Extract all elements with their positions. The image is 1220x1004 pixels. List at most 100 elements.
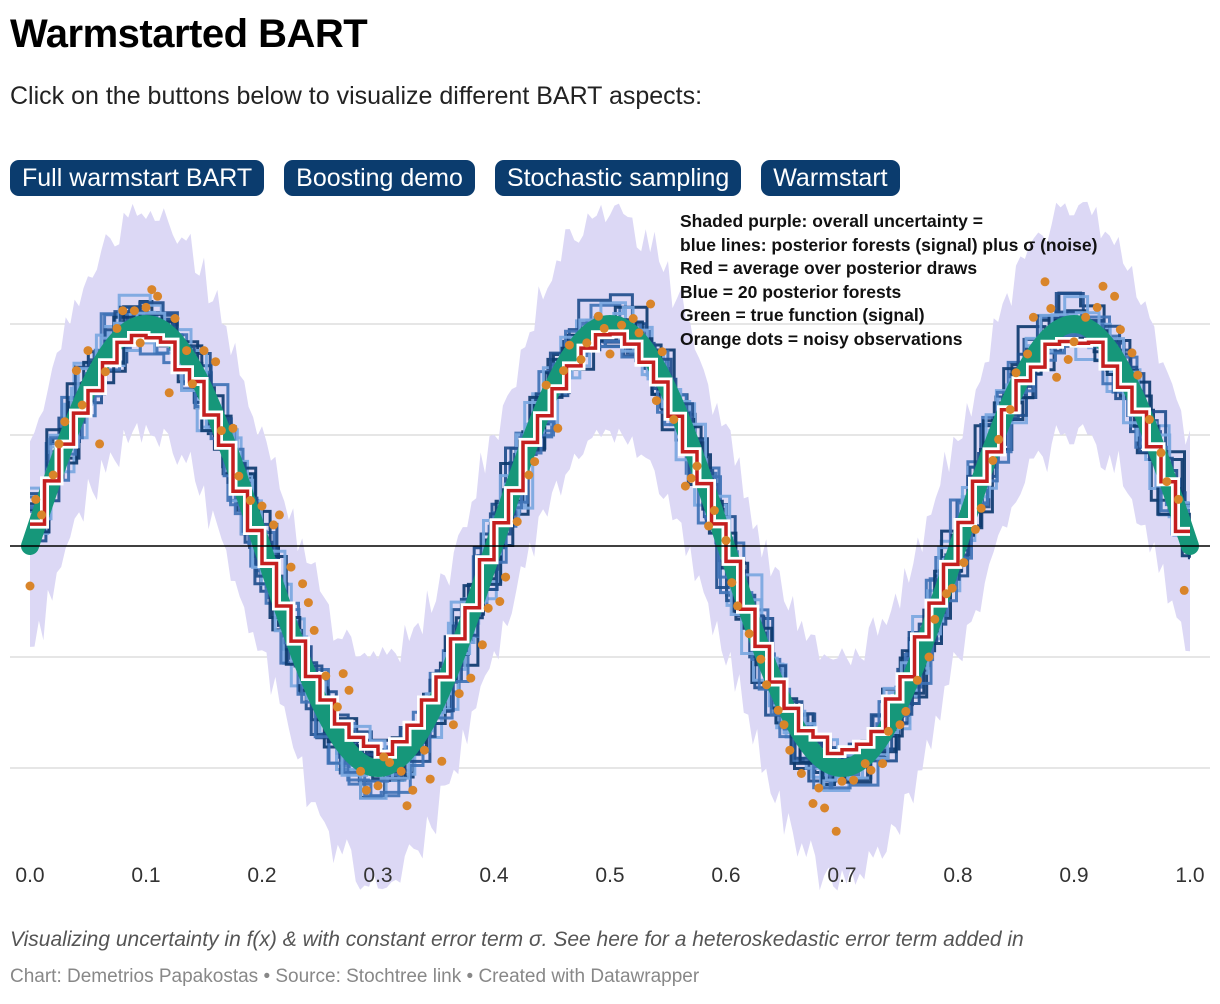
observation-point [1011,368,1021,378]
observation-point [657,347,667,357]
chart-area: 0.0 0.1 0.2 0.3 0.4 0.5 0.6 0.7 0.8 0.9 1.0 [10,201,1210,891]
observation-point [576,355,586,364]
observation-point [924,652,934,662]
observation-point [564,340,574,350]
observation-point [245,496,255,505]
observation-point [820,803,830,813]
observation-point [866,765,876,775]
observation-point [402,801,412,811]
observation-point [71,366,81,376]
observation-point [744,629,754,639]
stochastic-sampling-button[interactable]: Stochastic sampling [494,160,742,196]
observation-point [1040,277,1050,287]
observation-point [617,320,627,330]
observation-point [216,426,226,436]
boosting-demo-button[interactable]: Boosting demo [284,160,475,196]
x-tick-label: 0.6 [711,864,740,887]
observation-point [530,457,540,467]
observation-point [1092,302,1102,312]
observation-point [628,314,638,323]
observation-point [118,306,128,316]
observation-point [141,302,151,312]
observation-point [1005,405,1015,414]
observation-point [837,776,847,786]
observation-point [83,346,93,356]
warmstart-button[interactable]: Warmstart [761,160,900,196]
observation-point [234,471,244,481]
observation-point [228,423,238,433]
x-tick-label: 1.0 [1175,864,1204,887]
observation-point [721,535,731,545]
observation-point [1063,355,1073,364]
observation-point [976,503,986,513]
x-tick-label: 0.3 [363,864,392,887]
observation-point [796,769,806,778]
observation-point [686,473,696,483]
observation-point [332,702,342,712]
observation-point [651,396,661,406]
legend-true-function: Green = true function (signal) [680,305,925,326]
observation-point [1028,312,1038,322]
legend-observations: Orange dots = noisy observations [680,328,963,349]
observation-point [321,671,331,681]
legend-posterior: Blue = 20 posterior forests [680,281,902,302]
legend-uncertainty-detail: blue lines: posterior forests (signal) p… [680,234,1098,255]
observation-point [164,388,174,398]
observation-point [361,785,371,795]
observation-point [541,380,551,390]
observation-point [1156,448,1166,458]
x-axis: 0.0 0.1 0.2 0.3 0.4 0.5 0.6 0.7 0.8 0.9 1.0 [15,864,1204,887]
observation-point [930,614,940,624]
observation-point [448,720,458,730]
full-warmstart-bart-button[interactable]: Full warmstart BART [10,160,265,196]
observation-point [779,720,789,730]
observation-point [147,285,157,295]
observation-point [512,517,522,527]
observation-point [182,346,192,356]
observation-point [524,470,534,480]
chart-credits[interactable]: Chart: Demetrios Papakostas • Source: St… [10,966,700,987]
observation-point [1046,304,1056,313]
observation-point [970,524,980,534]
true-function-line [21,314,1199,778]
observation-point [60,417,70,427]
observation-point [187,379,197,389]
observation-point [54,439,64,449]
observation-point [878,759,888,769]
observation-point [582,338,592,348]
observation-point [100,367,110,377]
x-tick-label: 0.9 [1059,864,1088,887]
observation-point [692,461,702,471]
observation-point [634,328,644,338]
observation-point [199,346,209,356]
observation-point [477,640,487,650]
observation-point [1162,477,1172,487]
x-tick-label: 0.7 [827,864,856,887]
x-tick-label: 0.1 [131,864,160,887]
chart-legend: Shaded purple: overall uncertainty = blu… [680,210,1097,352]
observation-point [274,510,284,520]
observation-point [425,774,435,784]
observation-point [396,766,406,776]
observation-point [599,323,609,333]
legend-uncertainty: Shaded purple: overall uncertainty = [680,211,983,231]
observation-point [1115,325,1125,335]
observation-point [37,510,47,520]
observation-point [773,705,783,715]
x-tick-label: 0.8 [943,864,972,887]
observation-point [501,572,511,582]
observation-point [309,625,319,635]
observation-point [756,654,766,664]
observation-point [77,400,87,410]
observation-point [419,745,429,755]
observation-point [25,581,35,591]
observation-point [994,434,1004,444]
observation-point [112,323,122,333]
observation-point [785,745,795,755]
observation-point [814,783,824,793]
page-title: Warmstarted BART [10,12,368,56]
x-tick-label: 0.4 [479,864,509,887]
observation-point [959,558,969,568]
observation-point [727,578,737,588]
observation-point [269,520,279,530]
